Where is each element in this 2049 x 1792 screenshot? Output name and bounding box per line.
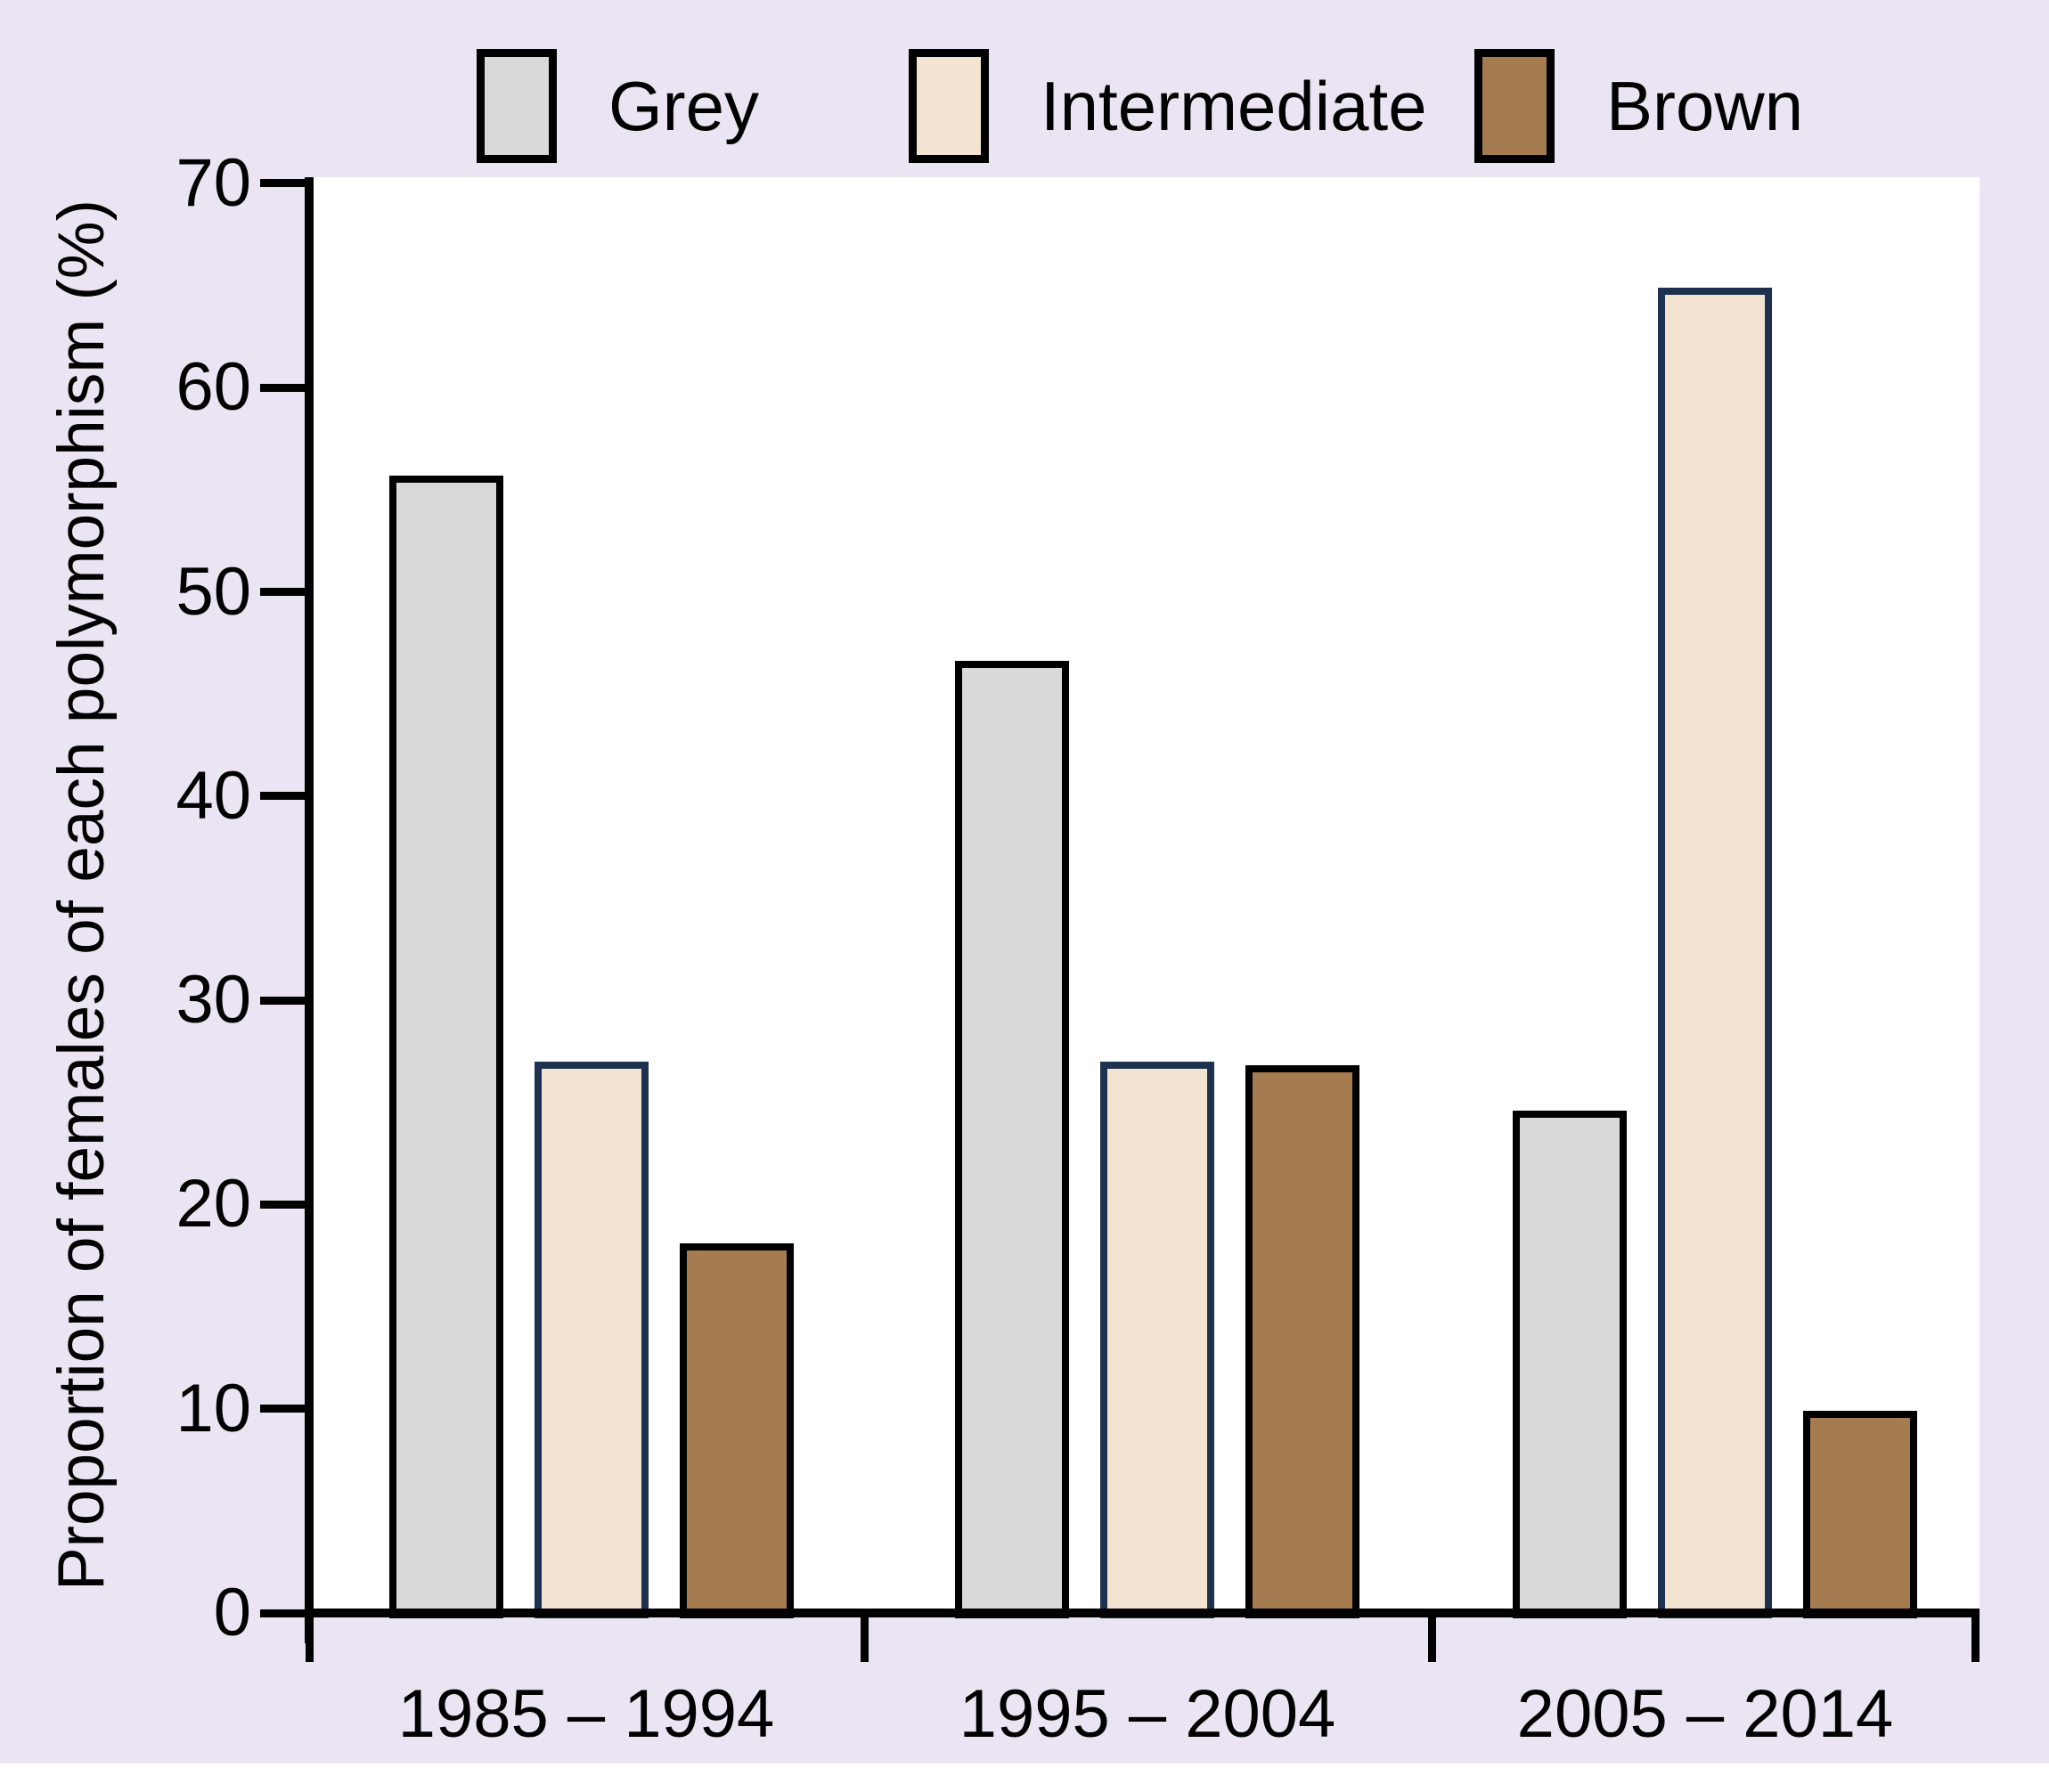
legend-label: Brown — [1606, 67, 1804, 145]
y-tick — [260, 383, 305, 392]
legend-item-grey: Grey — [477, 49, 759, 163]
x-category-label: 1995 – 2004 — [959, 1676, 1336, 1752]
x-category-label: 2005 – 2014 — [1516, 1676, 1894, 1752]
y-tick-label: 20 — [176, 1166, 251, 1242]
legend-label: Intermediate — [1041, 67, 1427, 145]
y-tick — [260, 1405, 305, 1413]
x-tick — [1427, 1617, 1436, 1662]
bar-grey-2 — [1513, 1110, 1627, 1618]
y-tick — [260, 1200, 305, 1209]
bar-intermediate-2 — [1658, 287, 1772, 1618]
y-tick-label: 30 — [176, 962, 251, 1039]
y-tick-label: 50 — [176, 553, 251, 630]
legend-swatch-intermediate-icon — [909, 49, 989, 163]
y-tick — [260, 792, 305, 801]
legend-swatch-brown-icon — [1474, 49, 1555, 163]
y-tick-label: 0 — [213, 1575, 251, 1650]
bar-brown-0 — [680, 1242, 794, 1618]
y-tick — [260, 179, 305, 188]
x-axis-line — [305, 1609, 1980, 1617]
legend-item-brown: Brown — [1474, 49, 1803, 163]
y-tick — [260, 588, 305, 596]
y-tick-label: 40 — [176, 757, 251, 834]
bar-intermediate-0 — [535, 1061, 649, 1618]
bar-intermediate-1 — [1100, 1061, 1214, 1618]
y-tick — [260, 1609, 305, 1617]
legend-swatch-grey-icon — [477, 49, 557, 163]
bar-brown-1 — [1245, 1065, 1359, 1618]
y-tick-label: 60 — [176, 349, 251, 426]
legend-label: Grey — [608, 67, 760, 145]
y-axis-title: Proportion of females of each polymorphi… — [45, 199, 118, 1592]
x-tick — [305, 1617, 314, 1662]
y-tick-label: 70 — [176, 144, 251, 221]
bar-grey-1 — [955, 661, 1069, 1618]
y-tick-label: 10 — [176, 1370, 251, 1446]
x-tick — [1971, 1617, 1980, 1662]
x-category-label: 1985 – 1994 — [397, 1676, 775, 1752]
x-tick — [860, 1617, 869, 1662]
legend-item-intermediate: Intermediate — [909, 49, 1427, 163]
y-tick — [260, 996, 305, 1005]
y-axis-line — [305, 177, 314, 1643]
bar-brown-2 — [1803, 1410, 1917, 1618]
bar-grey-0 — [389, 475, 503, 1618]
